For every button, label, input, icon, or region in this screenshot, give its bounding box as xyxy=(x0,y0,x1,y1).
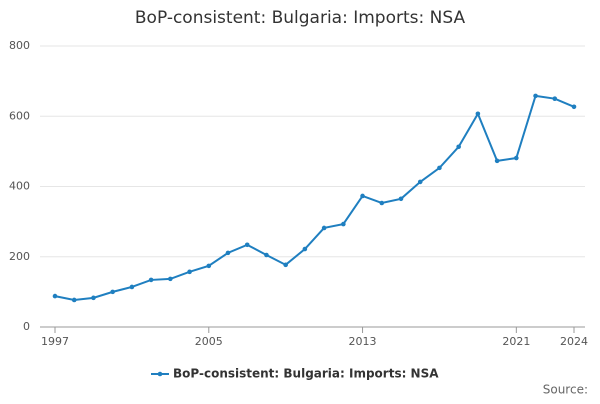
point xyxy=(494,158,500,164)
y-tick-label: 200 xyxy=(9,250,30,263)
point xyxy=(398,196,404,202)
point xyxy=(475,111,481,117)
point xyxy=(552,96,558,101)
point xyxy=(52,293,58,299)
x-tick-label: 2005 xyxy=(195,335,223,348)
point xyxy=(129,284,135,290)
point xyxy=(437,165,442,171)
point xyxy=(206,263,212,269)
legend-swatch-point xyxy=(157,371,163,377)
point xyxy=(302,246,308,252)
point xyxy=(533,93,538,99)
line xyxy=(54,94,575,301)
point xyxy=(417,179,423,185)
point xyxy=(283,262,288,268)
point xyxy=(168,276,173,282)
y-tick-label: 600 xyxy=(9,109,30,122)
y-tick-label: 400 xyxy=(9,180,30,193)
x-tick-label: 1997 xyxy=(41,335,69,348)
point xyxy=(321,225,327,231)
point xyxy=(360,193,365,199)
x-tick-label: 2013 xyxy=(349,335,377,348)
point xyxy=(187,269,192,275)
point xyxy=(379,200,385,206)
legend-label: BoP-consistent: Bulgaria: Imports: NSA xyxy=(173,367,439,381)
x-tick-label: 2021 xyxy=(502,335,530,348)
point xyxy=(571,104,577,110)
x-tick-label: 2024 xyxy=(560,335,588,348)
y-tick-label: 800 xyxy=(9,39,30,52)
point xyxy=(110,289,115,295)
point xyxy=(71,297,77,303)
point xyxy=(456,144,461,150)
chart-title: BoP-consistent: Bulgaria: Imports: NSA xyxy=(135,8,466,28)
point xyxy=(514,155,519,161)
point xyxy=(225,250,231,256)
point xyxy=(264,252,269,258)
y-tick-label: 0 xyxy=(23,320,30,333)
point xyxy=(244,242,250,248)
point xyxy=(341,221,346,227)
point xyxy=(91,295,96,301)
point xyxy=(148,277,154,283)
source: Source: xyxy=(543,383,588,397)
